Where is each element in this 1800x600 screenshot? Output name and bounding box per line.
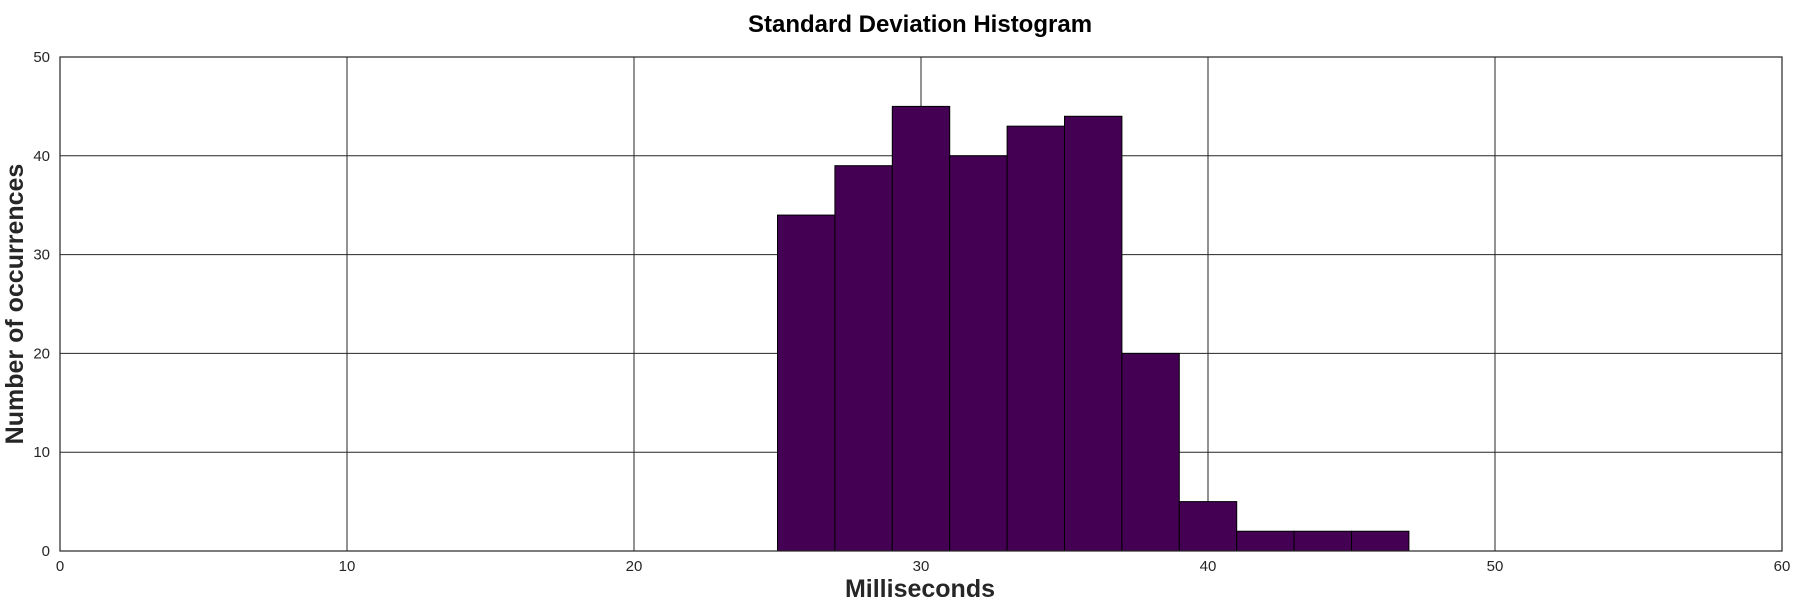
y-axis-label: Number of occurrences xyxy=(1,164,29,445)
histogram-bar xyxy=(777,214,836,552)
x-tick-label: 50 xyxy=(1487,558,1504,575)
histogram-bar xyxy=(834,165,893,552)
x-tick-label: 10 xyxy=(339,558,356,575)
x-tick-label: 60 xyxy=(1774,558,1791,575)
histogram-bars xyxy=(777,105,1410,552)
plot-area-frame xyxy=(59,56,1783,552)
x-tick-label: 20 xyxy=(626,558,643,575)
y-tick-label: 30 xyxy=(33,247,50,264)
histogram-bar xyxy=(891,105,951,552)
histogram-bar xyxy=(1351,530,1410,552)
y-tick-label: 40 xyxy=(33,148,50,165)
y-tick-label: 0 xyxy=(42,543,50,560)
y-axis-ticks: 0 10 20 30 40 50 xyxy=(33,49,50,560)
histogram-bar xyxy=(1293,530,1352,552)
x-tick-label: 0 xyxy=(56,558,64,575)
x-axis-label: Milliseconds xyxy=(845,575,995,600)
chart-title: Standard Deviation Histogram xyxy=(748,11,1092,38)
y-tick-label: 20 xyxy=(33,345,50,362)
x-tick-label: 30 xyxy=(913,558,930,575)
x-tick-label: 40 xyxy=(1200,558,1217,575)
histogram-bar xyxy=(1064,115,1123,552)
y-tick-label: 50 xyxy=(33,49,50,66)
histogram-bar xyxy=(1006,125,1065,552)
histogram-bar xyxy=(949,155,1008,552)
y-tick-label: 10 xyxy=(33,444,50,461)
histogram-bar xyxy=(1121,352,1180,552)
x-axis-ticks: 0 10 20 30 40 50 60 xyxy=(56,558,1791,575)
histogram-bar xyxy=(1236,530,1295,552)
histogram-bar xyxy=(1178,501,1238,552)
